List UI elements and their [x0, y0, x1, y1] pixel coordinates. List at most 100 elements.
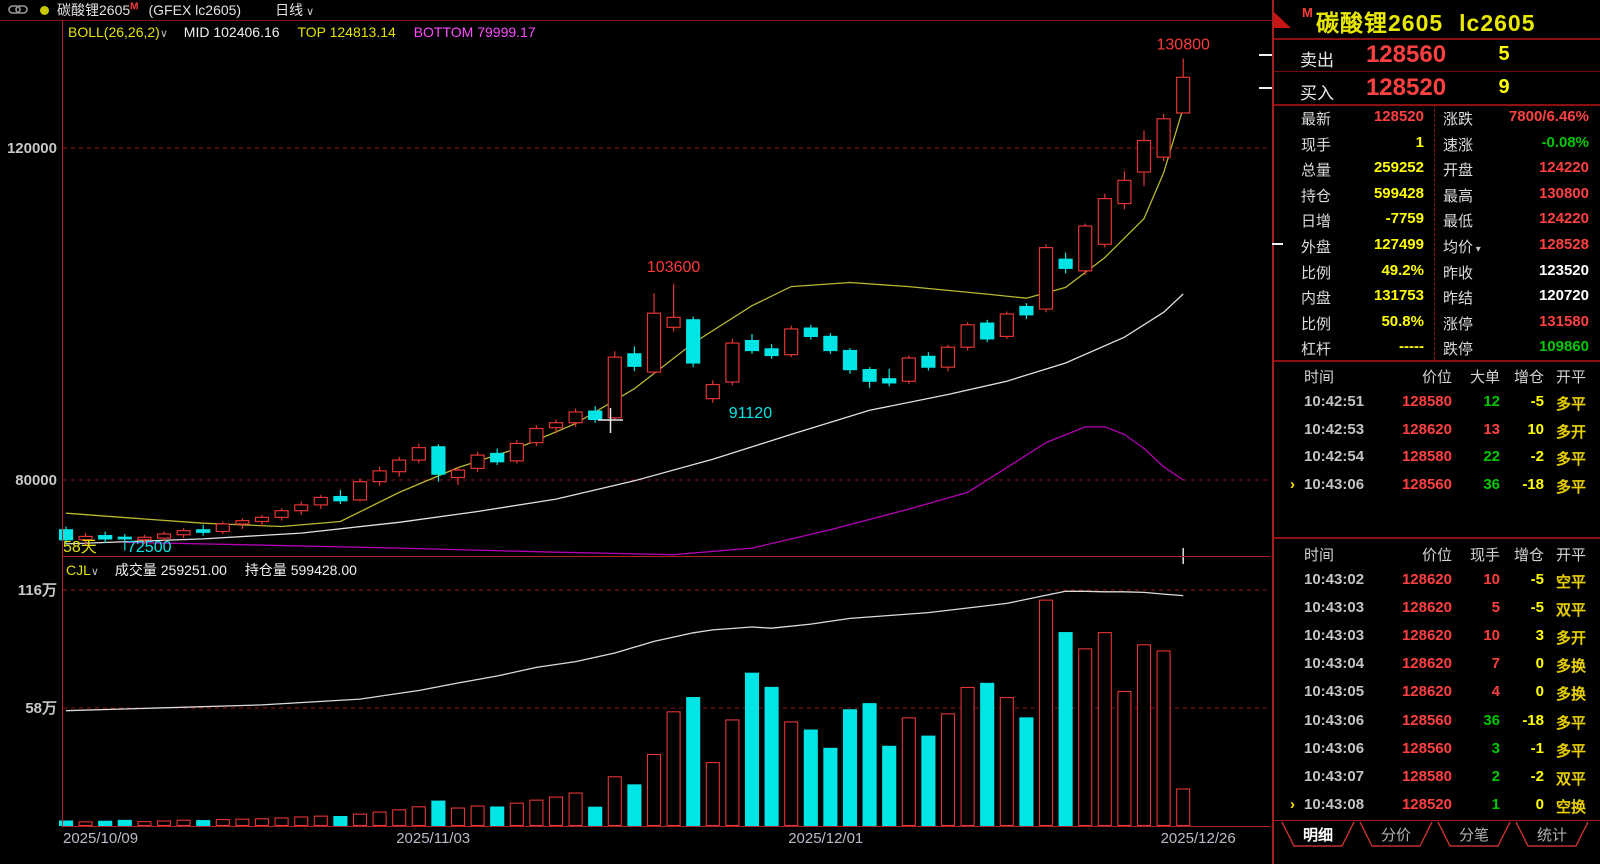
- table-row[interactable]: 10:43:03 128620 5 -5 双平: [1274, 595, 1600, 623]
- candle[interactable]: [803, 327, 818, 338]
- volume-bar[interactable]: [744, 672, 760, 827]
- candle[interactable]: [627, 353, 642, 367]
- sell-row[interactable]: 卖出 128560 5: [1259, 39, 1600, 72]
- candle[interactable]: [1097, 198, 1112, 245]
- candle[interactable]: [940, 346, 956, 368]
- candle[interactable]: [882, 378, 897, 384]
- table-row[interactable]: 10:43:07 128580 2 -2 双平: [1274, 764, 1600, 792]
- tab-分价[interactable]: 分价: [1381, 827, 1411, 844]
- table-row[interactable]: 10:43:06 128560 36 -18 多平: [1274, 708, 1600, 736]
- volume-bar[interactable]: [215, 819, 230, 827]
- volume-bar[interactable]: [646, 753, 662, 827]
- candle[interactable]: [725, 342, 740, 383]
- tab-明细[interactable]: 明细: [1303, 826, 1333, 844]
- volume-bar[interactable]: [686, 697, 701, 827]
- candle[interactable]: [646, 312, 662, 373]
- candle[interactable]: [999, 313, 1014, 338]
- volume-bar[interactable]: [1136, 644, 1152, 827]
- volume-bar[interactable]: [156, 820, 172, 827]
- volume-bar[interactable]: [294, 816, 309, 827]
- candle[interactable]: [254, 516, 270, 523]
- volume-bar[interactable]: [980, 682, 995, 827]
- volume-bar[interactable]: [529, 799, 544, 827]
- candle[interactable]: [568, 411, 583, 424]
- candle[interactable]: [294, 504, 309, 512]
- table-row[interactable]: 10:43:03 128620 10 3 多开: [1274, 623, 1600, 651]
- table-row[interactable]: 10:43:06 128560 3 -1 多平: [1274, 736, 1600, 764]
- chevron-down-icon[interactable]: ∨: [159, 28, 168, 40]
- volume-bar[interactable]: [117, 819, 132, 827]
- candle[interactable]: [176, 530, 191, 536]
- candle[interactable]: [411, 447, 426, 461]
- volume-bar[interactable]: [333, 816, 348, 827]
- candle[interactable]: [117, 536, 132, 540]
- buy-row[interactable]: 买入 128520 9: [1259, 72, 1600, 105]
- volume-bar[interactable]: [78, 821, 93, 827]
- table-row[interactable]: 10:43:05 128620 4 0 多换: [1274, 679, 1600, 707]
- candle[interactable]: [548, 422, 564, 429]
- candle[interactable]: [1136, 139, 1152, 173]
- tab-统计[interactable]: 统计: [1537, 827, 1567, 844]
- candle[interactable]: [509, 442, 524, 462]
- boll-label[interactable]: BOLL(26,26,2): [68, 24, 160, 40]
- table-row[interactable]: › 10:43:06 128560 36 -18 多平: [1274, 472, 1600, 500]
- volume-bar[interactable]: [921, 735, 936, 827]
- candle[interactable]: [274, 510, 289, 518]
- volume-bar[interactable]: [509, 802, 524, 827]
- volume-bar[interactable]: [607, 776, 622, 827]
- candle[interactable]: [1019, 305, 1034, 316]
- chevron-down-icon[interactable]: ∨: [90, 566, 99, 578]
- volume-bar[interactable]: [1058, 632, 1073, 827]
- volume-bar[interactable]: [490, 806, 505, 827]
- volume-bar[interactable]: [803, 729, 818, 827]
- volume-bar[interactable]: [627, 784, 642, 827]
- table-row[interactable]: 10:42:53 128620 13 10 多开: [1274, 417, 1600, 445]
- candle[interactable]: [313, 496, 328, 506]
- volume-bar[interactable]: [764, 686, 779, 827]
- candle[interactable]: [862, 369, 877, 382]
- volume-bar[interactable]: [196, 820, 211, 827]
- volume-bar[interactable]: [98, 820, 113, 827]
- candle[interactable]: [431, 446, 446, 475]
- volume-bar[interactable]: [392, 809, 407, 827]
- volume-bar[interactable]: [58, 820, 74, 827]
- candle[interactable]: [705, 383, 720, 400]
- candle[interactable]: [842, 349, 858, 371]
- candle[interactable]: [470, 454, 485, 469]
- candle[interactable]: [58, 529, 74, 541]
- candle[interactable]: [784, 328, 799, 356]
- volume-bar[interactable]: [352, 813, 368, 827]
- candle[interactable]: [686, 319, 701, 364]
- candle[interactable]: [607, 356, 622, 419]
- volume-bar[interactable]: [999, 697, 1014, 827]
- volume-bar[interactable]: [666, 711, 681, 827]
- candle[interactable]: [529, 427, 544, 444]
- volume-bar[interactable]: [411, 806, 426, 827]
- volume-bar[interactable]: [431, 800, 446, 827]
- volume-bar[interactable]: [1176, 788, 1191, 827]
- volume-bar[interactable]: [1097, 632, 1112, 827]
- instrument-name[interactable]: 碳酸锂2605M: [57, 1, 139, 18]
- volume-bar[interactable]: [450, 807, 466, 827]
- link-icon[interactable]: [8, 2, 28, 18]
- candle[interactable]: [235, 520, 250, 525]
- cjl-label[interactable]: CJL: [66, 562, 91, 578]
- volume-bar[interactable]: [784, 721, 799, 827]
- volume-bar[interactable]: [372, 811, 387, 827]
- table-row[interactable]: 10:42:51 128580 12 -5 多平: [1274, 389, 1600, 417]
- candle[interactable]: [196, 529, 211, 533]
- volume-bar[interactable]: [313, 815, 328, 827]
- candle[interactable]: [980, 322, 995, 340]
- candle[interactable]: [450, 469, 466, 479]
- triangle-down-icon[interactable]: ▾: [1473, 244, 1481, 255]
- candle[interactable]: [1058, 258, 1073, 269]
- candle[interactable]: [960, 324, 975, 348]
- candle[interactable]: [823, 335, 838, 352]
- candle[interactable]: [744, 339, 760, 352]
- volume-bar[interactable]: [862, 703, 877, 827]
- volume-bar[interactable]: [588, 806, 603, 827]
- candle[interactable]: [1156, 118, 1171, 158]
- volume-bar[interactable]: [235, 818, 250, 827]
- candle[interactable]: [215, 523, 230, 533]
- period-selector[interactable]: 日线 ∨: [275, 2, 315, 18]
